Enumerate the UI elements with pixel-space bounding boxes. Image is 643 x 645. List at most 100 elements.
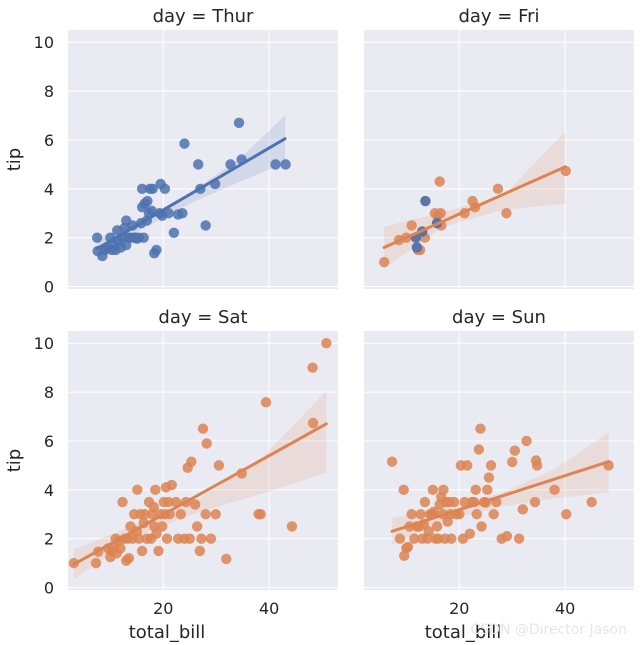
x-tick-label: 40 — [259, 599, 279, 618]
y-tick-label: 2 — [44, 530, 54, 549]
data-point — [136, 545, 148, 557]
data-point — [184, 533, 195, 544]
data-point — [549, 484, 560, 496]
data-point — [200, 509, 211, 520]
data-point — [163, 208, 174, 219]
data-point — [123, 553, 135, 564]
data-point — [133, 533, 145, 544]
data-point — [406, 509, 417, 520]
facet-panel: day = Fri — [364, 6, 634, 289]
data-point — [151, 528, 162, 540]
data-point — [586, 496, 597, 508]
data-point — [139, 509, 150, 520]
y-tick-label: 8 — [44, 383, 54, 402]
data-point — [153, 545, 164, 557]
data-point — [321, 338, 332, 349]
data-point — [213, 460, 225, 471]
data-point — [225, 159, 236, 170]
data-point — [157, 521, 168, 532]
y-tick-label: 0 — [44, 278, 54, 297]
data-point — [509, 445, 521, 456]
facet-panel: day = Sun 20 40 total_bill — [364, 307, 634, 643]
panel-title: day = Thur — [153, 6, 254, 27]
data-point — [513, 533, 525, 544]
data-point — [470, 484, 481, 496]
x-tick-label: 40 — [555, 599, 575, 618]
data-point — [485, 460, 497, 471]
data-point — [482, 484, 493, 496]
data-point — [462, 460, 473, 471]
data-point — [151, 244, 162, 256]
data-point — [419, 496, 431, 508]
data-point — [471, 509, 482, 520]
data-point — [394, 533, 406, 544]
data-point — [148, 501, 159, 513]
data-point — [175, 509, 186, 520]
data-point — [402, 541, 414, 553]
facet-panel: day = Sat 0 2 4 6 8 10 tip 20 40 total_bill — [4, 307, 338, 643]
y-axis-label: tip — [4, 449, 25, 472]
data-point — [434, 176, 445, 187]
data-point — [398, 484, 409, 496]
data-point — [507, 456, 518, 468]
data-point — [186, 456, 197, 467]
data-point — [115, 543, 126, 554]
panel-title: day = Sun — [452, 307, 546, 328]
x-axis-label: total_bill — [425, 622, 502, 643]
data-point — [146, 205, 157, 217]
data-point — [168, 227, 180, 239]
data-point — [205, 533, 217, 544]
data-point — [409, 533, 420, 544]
data-point — [197, 423, 209, 434]
data-point — [193, 159, 204, 170]
data-point — [438, 484, 449, 496]
data-point — [431, 521, 443, 532]
data-point — [255, 509, 266, 520]
data-point — [194, 545, 206, 557]
data-point — [191, 521, 203, 532]
panel-title: day = Fri — [458, 6, 539, 27]
data-point — [136, 183, 148, 195]
data-point — [459, 496, 470, 508]
data-point — [221, 553, 232, 565]
data-point — [117, 496, 128, 508]
data-point — [517, 504, 529, 515]
data-point — [177, 208, 188, 219]
panel-title: day = Sat — [158, 307, 247, 328]
data-point — [166, 479, 177, 491]
data-point — [161, 533, 173, 544]
data-point — [378, 256, 390, 268]
y-tick-label: 4 — [44, 481, 54, 500]
data-point — [307, 362, 318, 373]
x-axis-label: total_bill — [129, 622, 206, 643]
data-point — [475, 423, 486, 434]
data-point — [464, 528, 476, 540]
data-point — [386, 456, 398, 467]
regression-line — [382, 165, 567, 249]
watermark-text: CSDN @Director Jason — [471, 622, 628, 638]
data-point — [90, 557, 102, 569]
y-tick-label: 2 — [44, 229, 54, 248]
data-point — [179, 138, 190, 149]
y-tick-label: 6 — [44, 131, 54, 150]
data-point — [147, 183, 158, 195]
data-point — [501, 531, 513, 542]
x-tick-label: 20 — [153, 599, 173, 618]
facet-panel: day = Thur 0 2 4 6 8 10 tip — [4, 6, 338, 297]
data-point — [420, 195, 431, 207]
data-point — [132, 484, 143, 496]
y-tick-label: 6 — [44, 432, 54, 451]
data-point — [189, 499, 201, 510]
y-tick-label: 8 — [44, 82, 54, 101]
data-point — [201, 438, 212, 449]
data-point — [488, 509, 499, 520]
panel-background — [364, 30, 634, 289]
data-point — [446, 533, 457, 544]
data-point — [483, 472, 495, 483]
data-point — [448, 496, 460, 508]
data-point — [428, 506, 440, 518]
data-point — [286, 521, 298, 532]
regression-line — [390, 460, 611, 533]
data-point — [529, 496, 541, 508]
